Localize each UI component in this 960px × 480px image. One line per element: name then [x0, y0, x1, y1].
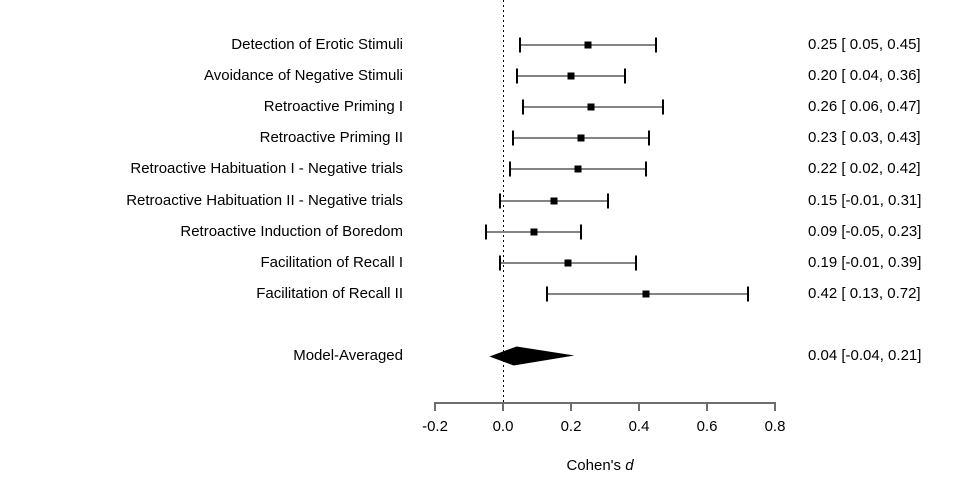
- study-ci-cap-right: [661, 99, 664, 115]
- study-label: Facilitation of Recall I: [260, 253, 403, 271]
- study-ci-cap-left: [498, 255, 501, 271]
- x-axis-title-text: Cohen's: [566, 457, 626, 474]
- study-estimate-text: 0.26 [ 0.06, 0.47]: [808, 98, 921, 116]
- study-label: Retroactive Priming I: [263, 98, 403, 116]
- zero-reference-line: [502, 0, 504, 403]
- study-ci-cap-right: [644, 161, 647, 177]
- study-ci-cap-right: [634, 255, 637, 271]
- study-ci-cap-left: [498, 193, 501, 208]
- x-axis-tick: [706, 403, 708, 411]
- x-axis-tick-label: -0.2: [422, 418, 448, 435]
- study-label: Retroactive Habituation I - Negative tri…: [130, 160, 403, 178]
- study-estimate-marker: [642, 290, 650, 298]
- x-axis-title-emphasis: d: [625, 457, 634, 474]
- x-axis-tick-label: 0.2: [560, 418, 582, 435]
- x-axis-tick-label: 0.8: [764, 418, 786, 435]
- x-axis-line: [434, 402, 776, 404]
- study-estimate-marker: [577, 134, 585, 142]
- study-ci-cap-right: [580, 224, 583, 240]
- summary-estimate-text: 0.04 [-0.04, 0.21]: [808, 347, 922, 364]
- study-label: Retroactive Induction of Boredom: [180, 222, 403, 240]
- study-estimate-text: 0.09 [-0.05, 0.23]: [808, 222, 922, 240]
- x-axis-tick-label: 0.0: [492, 418, 514, 435]
- x-axis-tick: [774, 403, 776, 411]
- study-ci-cap-left: [519, 37, 521, 53]
- study-estimate-text: 0.20 [ 0.04, 0.36]: [808, 67, 921, 85]
- summary-label: Model-Averaged: [293, 347, 403, 364]
- x-axis-tick: [434, 403, 436, 411]
- study-ci-cap-right: [607, 193, 610, 208]
- study-estimate-text: 0.42 [ 0.13, 0.72]: [808, 284, 921, 302]
- x-axis-title: Cohen's d: [566, 457, 633, 475]
- study-ci-cap-right: [648, 130, 651, 146]
- study-ci-cap-right: [746, 286, 749, 302]
- study-estimate-marker: [564, 259, 572, 267]
- study-ci-cap-left: [515, 68, 518, 84]
- study-estimate-marker: [550, 197, 558, 204]
- study-ci-cap-right: [655, 37, 657, 53]
- study-estimate-marker: [574, 165, 582, 173]
- study-label: Retroactive Priming II: [259, 129, 403, 147]
- study-ci-cap-left: [508, 161, 511, 177]
- study-estimate-marker: [530, 228, 538, 236]
- study-label: Retroactive Habituation II - Negative tr…: [126, 191, 403, 209]
- study-estimate-text: 0.19 [-0.01, 0.39]: [808, 253, 922, 271]
- study-label: Facilitation of Recall II: [256, 284, 403, 302]
- x-axis-tick-label: 0.6: [696, 418, 718, 435]
- study-estimate-text: 0.23 [ 0.03, 0.43]: [808, 129, 921, 147]
- x-axis-tick: [638, 403, 640, 411]
- study-ci-cap-left: [485, 224, 487, 240]
- study-estimate-marker: [587, 103, 595, 111]
- x-axis-tick-label: 0.4: [628, 418, 650, 435]
- study-ci-cap-left: [512, 130, 515, 146]
- study-estimate-text: 0.25 [ 0.05, 0.45]: [808, 36, 921, 53]
- x-axis-tick: [502, 403, 504, 411]
- x-axis-tick: [570, 403, 572, 411]
- study-estimate-marker: [584, 41, 592, 49]
- study-estimate-text: 0.15 [-0.01, 0.31]: [808, 191, 922, 209]
- study-estimate-marker: [567, 72, 575, 80]
- study-estimate-text: 0.22 [ 0.02, 0.42]: [808, 160, 921, 178]
- study-ci-cap-right: [624, 68, 627, 84]
- study-label: Avoidance of Negative Stimuli: [204, 67, 403, 85]
- study-ci-cap-left: [546, 286, 549, 302]
- study-ci-cap-left: [522, 99, 525, 115]
- study-label: Detection of Erotic Stimuli: [231, 36, 403, 53]
